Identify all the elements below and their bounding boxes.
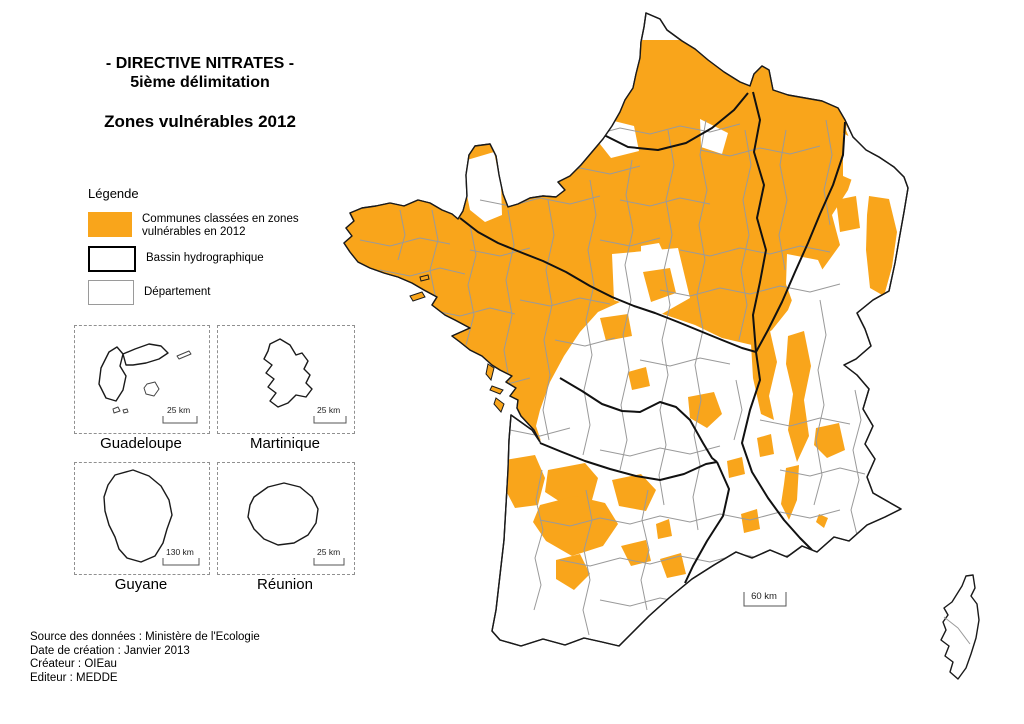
vulnerable-zone-bigorre bbox=[556, 554, 590, 590]
martinique-island bbox=[263, 338, 313, 408]
footer-credits: Source des données : Ministère de l'Ecol… bbox=[30, 631, 260, 685]
vulnerable-zone-alsace bbox=[866, 196, 897, 296]
vulnerable-zone-limagne bbox=[628, 367, 650, 390]
vulnerable-zone-quercy bbox=[612, 474, 656, 511]
scale-label: 130 km bbox=[166, 547, 194, 557]
inset-label-martinique: Martinique bbox=[249, 435, 321, 452]
scale-bar bbox=[162, 558, 200, 566]
vulnerable-zone-landes bbox=[503, 455, 545, 508]
vulnerable-zone-doubs bbox=[786, 331, 811, 462]
vulnerable-zone-vivarais bbox=[741, 509, 760, 533]
inset-label-reunion: Réunion bbox=[257, 576, 313, 593]
scale-bar bbox=[313, 558, 345, 566]
france-map: 60 km bbox=[343, 12, 980, 680]
vulnerable-zone-drome bbox=[816, 514, 828, 528]
orange-swatch bbox=[88, 212, 132, 237]
map-scale: 60 km bbox=[743, 591, 787, 607]
guyane-outline bbox=[103, 469, 173, 563]
oleron-island bbox=[493, 397, 505, 413]
corsica-outline bbox=[940, 574, 980, 680]
marie-galante-island bbox=[143, 381, 160, 397]
page-subtitle: Zones vulnérables 2012 bbox=[104, 112, 296, 131]
vulnerable-zone-roanne bbox=[757, 434, 774, 457]
inset-reunion: 25 km bbox=[217, 462, 355, 575]
guadeloupe-map: 25 km bbox=[98, 343, 198, 424]
legend-heading: Légende bbox=[88, 186, 139, 201]
white-patch-boulonnais bbox=[556, 73, 589, 119]
legend-item-label: Bassin hydrographique bbox=[146, 252, 264, 264]
legend-item-basin: Bassin hydrographique bbox=[88, 246, 264, 272]
scale-label: 25 km bbox=[317, 547, 340, 557]
vulnerable-zone-albigeois bbox=[656, 519, 672, 539]
inset-martinique: 25 km bbox=[217, 325, 355, 434]
legend-label-line2: vulnérables en 2012 bbox=[142, 226, 246, 238]
inset-guyane: 130 km bbox=[74, 462, 210, 575]
footer-editor: Editeur : MEDDE bbox=[30, 671, 118, 684]
inset-guadeloupe: 25 km bbox=[74, 325, 210, 434]
title-block: - DIRECTIVE NITRATES - 5ième délimitatio… bbox=[35, 54, 365, 132]
corsica-department-border bbox=[943, 616, 971, 645]
vulnerable-zone-toulon bbox=[821, 551, 839, 570]
scale-bar bbox=[313, 416, 347, 424]
legend-item-vulnerable-zones: Communes classées en zones vulnérables e… bbox=[88, 212, 299, 239]
vulnerable-zone-isere bbox=[814, 423, 845, 458]
groix-island bbox=[419, 274, 430, 282]
legend: Légende Communes classées en zones vulné… bbox=[88, 186, 348, 305]
vulnerable-zone-rhone-mid bbox=[781, 465, 799, 520]
footer-date: Date de création : Janvier 2013 bbox=[30, 644, 190, 657]
vulnerable-zone-lorraine-east bbox=[836, 196, 860, 232]
guyane-map: 130 km bbox=[103, 469, 200, 566]
reunion-island bbox=[247, 482, 319, 546]
ile-de-re-island bbox=[489, 385, 504, 395]
corsica bbox=[940, 574, 980, 680]
legend-item-label: Département bbox=[144, 286, 211, 298]
vulnerable-zone-roussillon bbox=[694, 589, 713, 608]
vulnerable-zone-allier bbox=[600, 314, 632, 341]
white-patch-aisne bbox=[700, 119, 728, 154]
scale-bar bbox=[162, 416, 198, 424]
inset-label-guyane: Guyane bbox=[114, 576, 168, 593]
page-title-line2: 5ième délimitation bbox=[130, 74, 270, 91]
footer-creator: Créateur : OIEau bbox=[30, 658, 117, 670]
legend-item-label: Communes classées en zones vulnérables e… bbox=[142, 212, 299, 239]
les-saintes-islets bbox=[112, 406, 129, 414]
scale-bar bbox=[743, 592, 787, 607]
grande-terre-island bbox=[122, 343, 169, 366]
reunion-map: 25 km bbox=[247, 482, 345, 566]
white-patch-cotentin bbox=[465, 152, 502, 222]
footer-source: Source des données : Ministère de l'Ecol… bbox=[30, 631, 260, 643]
martinique-map: 25 km bbox=[263, 338, 347, 424]
departement-swatch bbox=[88, 280, 134, 305]
legend-label-line1: Communes classées en zones bbox=[142, 213, 299, 225]
france-coastline bbox=[343, 12, 909, 647]
scale-label: 60 km bbox=[751, 591, 777, 602]
scale-label: 25 km bbox=[317, 405, 340, 415]
scale-label: 25 km bbox=[167, 405, 190, 415]
vulnerable-zone-gers bbox=[533, 496, 618, 556]
vulnerable-zone-forez bbox=[688, 392, 722, 428]
noirmoutier-island bbox=[485, 363, 495, 382]
vulnerable-zone-agenais bbox=[545, 463, 598, 505]
basin-swatch bbox=[88, 246, 136, 272]
basse-terre-island bbox=[98, 346, 127, 402]
inset-label-guadeloupe: Guadeloupe bbox=[100, 435, 182, 452]
la-desirade-island bbox=[176, 350, 192, 360]
vulnerable-zone-velay bbox=[727, 457, 745, 478]
legend-item-departement: Département bbox=[88, 280, 210, 305]
page-title-line1: - DIRECTIVE NITRATES - bbox=[105, 55, 295, 72]
belle-ile-island bbox=[409, 291, 426, 302]
